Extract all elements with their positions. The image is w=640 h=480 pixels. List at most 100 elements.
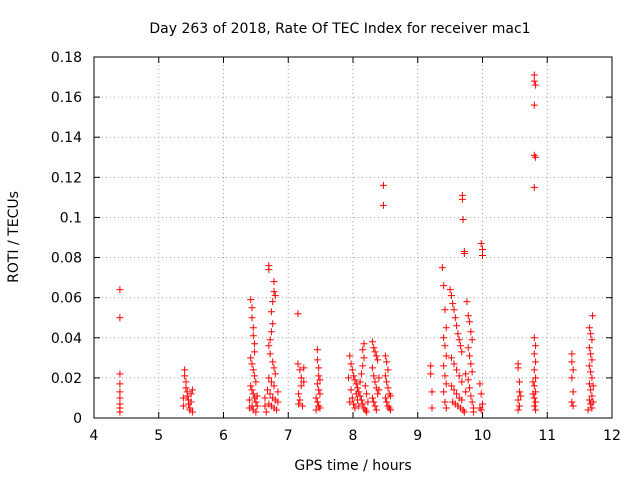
data-point [450, 386, 458, 394]
data-point [466, 352, 474, 360]
data-point [442, 352, 450, 360]
data-point [274, 388, 282, 396]
data-point [248, 360, 256, 368]
data-point [296, 396, 304, 404]
data-point [274, 398, 282, 406]
data-point [182, 378, 190, 386]
data-point [569, 388, 577, 396]
data-point [265, 342, 273, 350]
data-point [116, 408, 124, 416]
data-point [188, 386, 196, 394]
data-point [569, 366, 577, 374]
data-point [270, 364, 278, 372]
data-point [477, 240, 485, 248]
data-point [360, 340, 368, 348]
y-tick-label: 0.08 [51, 251, 82, 267]
data-point [477, 390, 485, 398]
data-point [479, 400, 486, 408]
data-point [441, 372, 449, 380]
data-point [530, 394, 538, 402]
data-point [251, 372, 259, 380]
x-tick-label: 5 [154, 428, 163, 444]
y-tick-label: 0.04 [51, 331, 82, 347]
data-point [514, 364, 522, 372]
data-point [450, 360, 458, 368]
data-point [584, 406, 592, 414]
data-point [427, 370, 435, 378]
data-point [347, 386, 355, 394]
data-point [568, 398, 576, 406]
data-point [515, 402, 523, 410]
data-point [468, 368, 476, 376]
data-point [313, 356, 321, 364]
data-point [451, 314, 459, 322]
data-point [249, 332, 257, 340]
data-point [529, 390, 537, 398]
data-point [375, 386, 383, 394]
data-point [271, 370, 279, 378]
data-point [440, 362, 448, 370]
y-tick-label: 0.06 [51, 291, 82, 307]
data-point [532, 398, 540, 406]
data-point [568, 358, 576, 366]
y-axis: 0 0.02 0.04 0.06 0.08 0.1 0.12 0.14 0.16 0.18 [51, 50, 612, 427]
data-point [370, 398, 378, 406]
data-point [371, 348, 379, 356]
data-point [361, 382, 369, 390]
data-point [300, 364, 308, 372]
data-point [532, 374, 540, 382]
data-point [453, 390, 461, 398]
y-tick-label: 0 [73, 411, 82, 427]
data-point [300, 378, 308, 386]
data-point [253, 402, 261, 410]
data-point [530, 350, 538, 358]
data-point [441, 342, 449, 350]
data-point [585, 380, 593, 388]
data-point [265, 374, 273, 382]
data-point [312, 406, 320, 414]
x-tick-label: 6 [219, 428, 228, 444]
data-point [458, 348, 466, 356]
data-point [181, 372, 189, 380]
data-point [381, 372, 389, 380]
data-point [468, 336, 476, 344]
data-point [469, 408, 477, 416]
data-point [479, 252, 486, 260]
y-tick-label: 0.18 [51, 50, 82, 66]
data-point [442, 380, 450, 388]
data-point [587, 368, 595, 376]
data-point [247, 382, 255, 390]
data-point [251, 340, 259, 348]
data-point [530, 101, 538, 109]
data-point [459, 215, 467, 223]
data-point [116, 286, 124, 294]
data-point [266, 390, 274, 398]
data-point [270, 278, 278, 286]
data-point [247, 354, 255, 362]
data-point [267, 378, 275, 386]
data-point [346, 398, 354, 406]
data-point [532, 153, 540, 161]
data-point [116, 380, 124, 388]
data-point [463, 298, 471, 306]
data-point [515, 388, 523, 396]
data-point [440, 282, 448, 290]
data-point [447, 292, 455, 300]
data-point [383, 358, 391, 366]
data-point [348, 394, 356, 402]
data-point [264, 386, 272, 394]
data-point [589, 398, 597, 406]
data-point [468, 398, 476, 406]
data-point [296, 366, 304, 374]
data-point [356, 392, 364, 400]
data-point [247, 296, 255, 304]
data-point [297, 382, 305, 390]
data-point [368, 338, 376, 346]
data-point [313, 346, 321, 354]
data-point [462, 388, 470, 396]
data-point [183, 392, 191, 400]
data-point [464, 376, 472, 384]
data-point [588, 404, 596, 412]
data-point [589, 382, 597, 390]
x-tick-label: 11 [538, 428, 556, 444]
